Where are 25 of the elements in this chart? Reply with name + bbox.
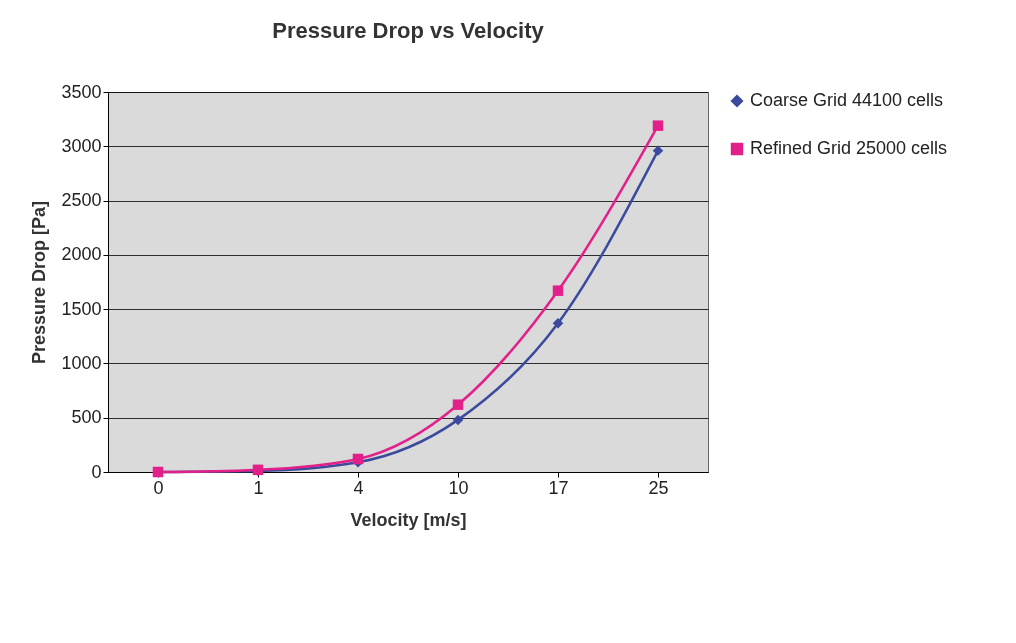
y-tick-label: 1500 xyxy=(61,298,102,319)
x-tick-label: 10 xyxy=(448,477,469,498)
y-axis-title: Pressure Drop [Pa] xyxy=(29,200,50,365)
legend-label: Refined Grid 25000 cells xyxy=(750,138,948,158)
y-tick-label: 2500 xyxy=(61,190,102,211)
x-tick-label: 0 xyxy=(153,477,164,498)
point xyxy=(452,414,464,426)
x-axis-title: Velocity [m/s] xyxy=(350,509,467,530)
x-tick-label: 4 xyxy=(353,477,364,498)
y-tick-label: 3500 xyxy=(61,81,102,102)
y-tick-label: 500 xyxy=(71,407,102,428)
point xyxy=(452,399,464,410)
legend-label: Coarse Grid 44100 cells xyxy=(750,90,944,110)
point xyxy=(552,285,564,296)
y-tick-label: 0 xyxy=(91,461,102,482)
y-tick-label: 1000 xyxy=(61,352,102,373)
point xyxy=(652,120,664,131)
y-tick-label: 2000 xyxy=(61,244,102,265)
point xyxy=(652,145,664,156)
x-tick-label: 1 xyxy=(253,477,264,498)
y-tick-label: 3000 xyxy=(61,135,102,156)
point xyxy=(552,318,564,329)
chart-title: Pressure Drop vs Velocity xyxy=(272,18,545,43)
x-tick-label: 17 xyxy=(548,477,569,498)
x-tick-label: 25 xyxy=(648,477,669,498)
